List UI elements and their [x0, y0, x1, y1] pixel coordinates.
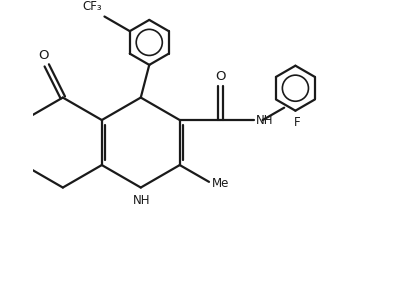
- Text: NH: NH: [256, 114, 273, 127]
- Text: Me: Me: [212, 177, 229, 190]
- Text: CF₃: CF₃: [82, 0, 102, 13]
- Text: NH: NH: [133, 194, 150, 207]
- Text: F: F: [294, 116, 300, 129]
- Text: O: O: [38, 49, 49, 62]
- Text: O: O: [215, 70, 226, 83]
